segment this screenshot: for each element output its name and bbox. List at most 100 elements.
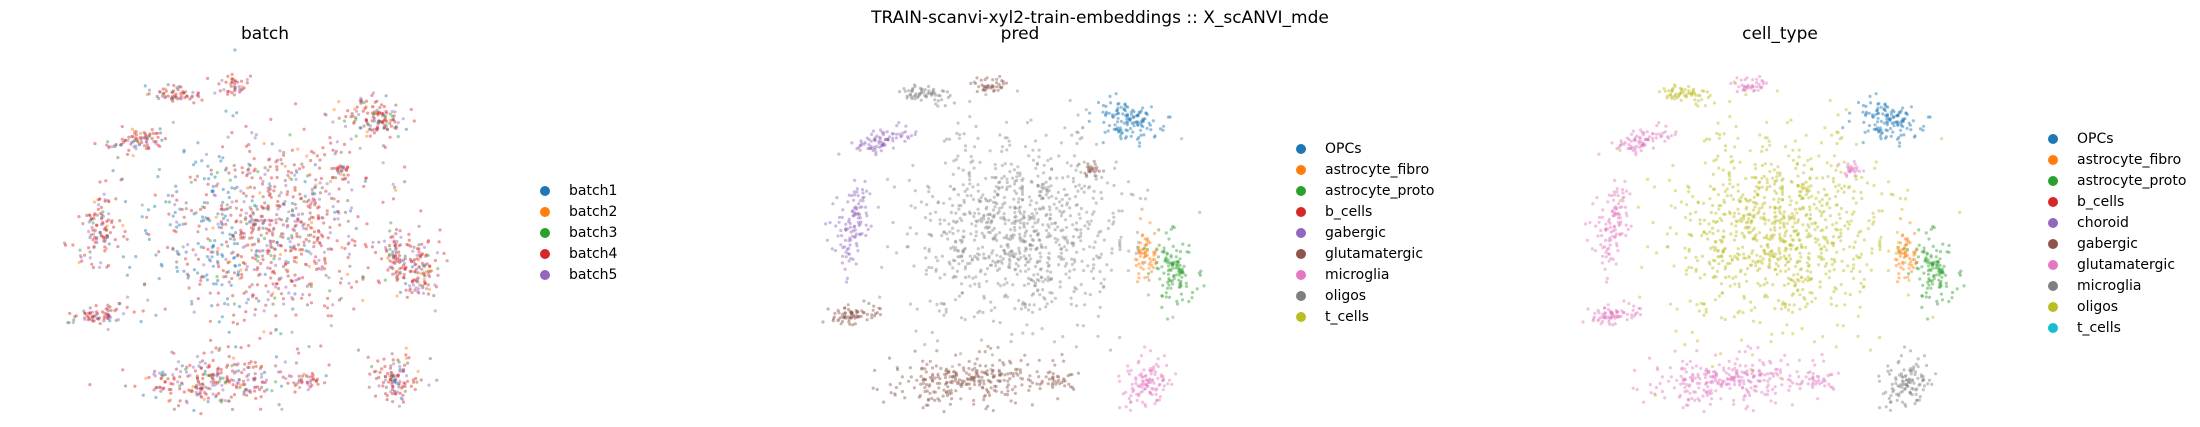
scatter-point [312,241,316,245]
scatter-point [1020,383,1024,387]
scatter-point [383,364,387,369]
scatter-point [1003,277,1008,281]
scatter-point [1733,282,1737,286]
scatter-point [401,369,406,373]
scatter-point [961,235,965,239]
scatter-point [1116,106,1120,110]
scatter-point [390,234,394,238]
scatter-point [1094,177,1098,181]
scatter-point [1140,119,1144,123]
scatter-point [988,198,992,202]
scatter-point [1808,277,1812,281]
scatter-point [397,383,401,387]
scatter-point [981,379,986,383]
scatter-point [246,297,250,301]
scatter-point [1001,82,1006,86]
scatter-point [295,234,299,239]
scatter-point [994,175,998,180]
scatter-point [403,363,407,367]
scatter-point [928,383,932,387]
scatter-point [384,392,388,396]
scatter-point [921,381,925,385]
scatter-point [1182,264,1186,268]
scatter-point [1141,251,1146,255]
scatter-point [1798,268,1802,272]
scatter-point [974,124,978,129]
scatter-point [1797,155,1801,159]
scatter-point [214,395,218,399]
scatter-point [1799,267,1803,271]
scatter-point [1131,193,1135,197]
scatter-point [1646,245,1650,249]
scatter-point [1747,225,1751,229]
scatter-point [264,284,268,288]
scatter-point [232,163,236,168]
scatter-point [1018,211,1023,215]
scatter-point [1018,221,1022,225]
scatter-point [1858,290,1862,294]
scatter-point [259,375,264,379]
scatter-point [279,232,284,236]
scatter-point [1184,273,1188,277]
scatter-point [185,272,189,276]
scatter-point [266,207,270,212]
scatter-point [200,98,204,102]
scatter-point [293,228,297,233]
scatter-point [168,223,172,227]
scatter-point [1746,226,1750,230]
scatter-point [338,164,342,168]
scatter-point [1020,186,1025,190]
scatter-point [1778,237,1782,241]
scatter-point [421,286,425,290]
scatter-point [252,293,256,297]
scatter-point [966,378,970,382]
scatter-point [230,407,235,411]
scatter-point [989,221,993,225]
scatter-point [263,370,267,374]
scatter-point [1817,255,1821,259]
scatter-point [1716,193,1720,197]
scatter-point [100,216,104,220]
scatter-point [1796,174,1800,178]
scatter-point [370,128,374,132]
scatter-point [426,269,430,273]
scatter-point [273,254,277,258]
scatter-point [1052,340,1057,344]
scatter-point [953,259,957,263]
scatter-point [971,377,975,381]
scatter-point [1088,185,1092,189]
scatter-point [963,267,967,271]
scatter-point [342,173,346,177]
scatter-point [92,213,96,217]
scatter-point [285,219,289,223]
scatter-point [1684,403,1688,407]
scatter-point [121,312,126,316]
scatter-point [1791,292,1796,296]
scatter-point [1868,348,1873,352]
scatter-point [252,378,256,382]
scatter-point [1169,253,1173,257]
scatter-point [406,379,410,383]
scatter-point [1087,119,1091,123]
scatter-point [335,167,339,171]
scatter-point [1837,235,1841,239]
scatter-point [1041,196,1045,200]
scatter-point [1151,266,1155,270]
scatter-point [1733,383,1737,387]
scatter-point [1048,370,1052,374]
scatter-point [306,382,310,386]
scatter-point [894,385,898,390]
scatter-point [860,205,864,209]
scatter-point [250,176,254,180]
scatter-point [346,255,350,260]
scatter-point [1134,381,1138,385]
scatter-point [294,260,298,265]
scatter-point [1762,215,1766,219]
scatter-point [397,253,402,258]
scatter-point [1729,232,1733,236]
scatter-point [348,150,352,154]
scatter-point [264,378,269,382]
scatter-point [1825,203,1829,207]
scatter-point [1805,188,1809,192]
scatter-point [1809,234,1813,238]
